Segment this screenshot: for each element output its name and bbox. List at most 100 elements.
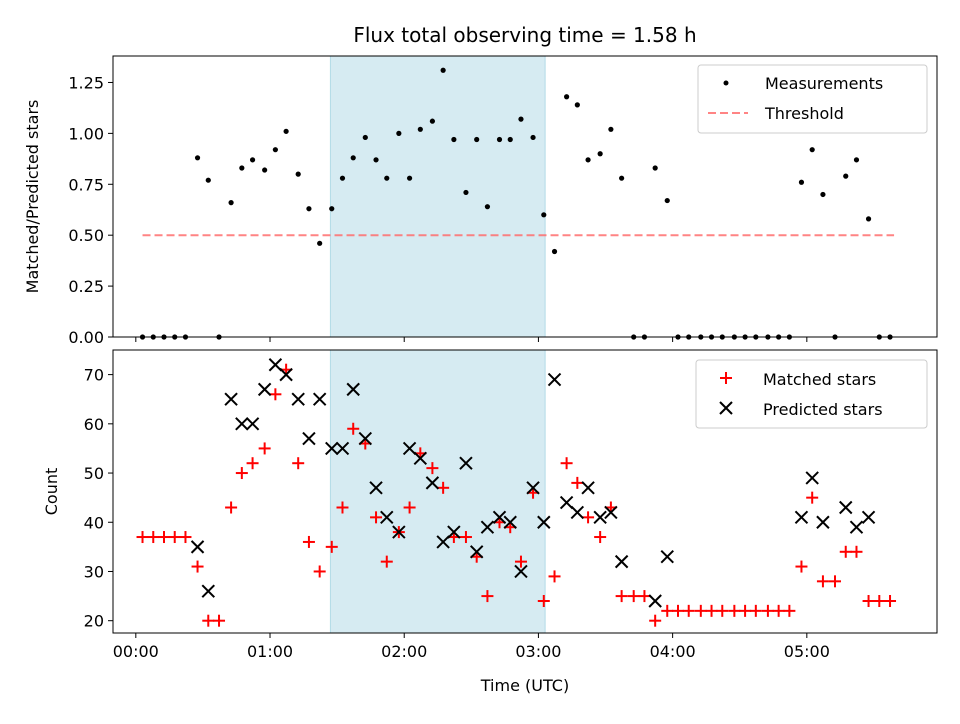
measurement-point — [574, 102, 580, 108]
matched-star-point — [426, 462, 439, 475]
measurement-point — [406, 175, 413, 181]
matched-star-point — [739, 604, 752, 617]
measurement-point — [373, 157, 379, 163]
measurement-point — [496, 136, 503, 143]
measurement-point — [798, 179, 805, 185]
measurement-point — [249, 157, 256, 163]
measurement-point — [597, 151, 603, 157]
predicted-star-point — [547, 372, 562, 387]
matched-star-point — [560, 457, 573, 470]
predicted-star-point — [425, 476, 440, 490]
predicted-star-point — [346, 382, 360, 397]
measurement-point — [820, 191, 826, 198]
bottom-xtick-label: 04:00 — [650, 642, 696, 661]
ratio-panel: 0.00 0.25 0.50 0.75 1.00 1.25 Matched/Predict… — [23, 55, 938, 347]
predicted-star-point — [459, 456, 473, 470]
matched-star-point — [873, 595, 886, 608]
measurement-point — [440, 67, 446, 73]
legend-measurements-label: Measurements — [765, 74, 883, 93]
predicted-star-point — [257, 382, 272, 397]
measurement-point — [518, 116, 524, 122]
predicted-star-point — [660, 550, 674, 564]
matched-star-point — [292, 457, 305, 470]
matched-star-point — [705, 604, 718, 617]
measurement-point — [451, 136, 457, 143]
matched-star-point — [816, 575, 829, 588]
legend-matched-label: Matched stars — [763, 370, 876, 389]
matched-star-point — [728, 604, 741, 617]
bottom-legend: Matched stars Predicted stars — [695, 359, 928, 429]
measurement-point — [396, 130, 402, 136]
measurement-point — [507, 136, 513, 143]
matched-star-point — [627, 590, 640, 603]
matched-star-point — [191, 560, 204, 573]
matched-star-point — [661, 604, 674, 617]
bottom-ytick-label: 70 — [84, 366, 104, 385]
measurement-point — [317, 240, 323, 246]
matched-star-point — [179, 531, 192, 544]
measurement-point — [809, 147, 815, 153]
measurement-point — [272, 147, 278, 153]
matched-star-point — [136, 531, 149, 544]
matched-star-point — [258, 442, 271, 455]
count-panel: 20 30 40 50 60 70 00:00 01:00 02:00 03:00 04:00 05… — [42, 349, 938, 695]
matched-star-point — [571, 476, 584, 489]
observing-window-shade-top — [329, 55, 546, 338]
measurement-point — [306, 206, 312, 212]
predicted-star-point — [358, 431, 373, 446]
measurement-point — [664, 197, 670, 204]
matched-star-point — [147, 531, 160, 544]
predicted-star-point — [380, 510, 394, 525]
predicted-star-point — [570, 505, 585, 520]
matched-star-point — [202, 614, 215, 627]
bottom-xtick-label: 03:00 — [515, 642, 561, 661]
matched-star-point — [649, 614, 662, 627]
predicted-star-point — [201, 584, 215, 598]
predicted-star-point — [402, 441, 417, 456]
matched-star-point — [850, 545, 863, 558]
measurement-point — [350, 155, 356, 161]
measurement-point — [429, 118, 436, 124]
predicted-star-point — [335, 441, 350, 456]
matched-star-point — [694, 604, 707, 617]
predicted-stars-points — [190, 358, 876, 608]
measurement-point — [564, 94, 570, 100]
predicted-star-point — [312, 392, 327, 406]
matched-star-point — [749, 604, 762, 617]
top-y-axis-label: Matched/Predicted stars — [23, 100, 42, 294]
top-axes-frame — [112, 55, 938, 338]
predicted-star-point — [302, 431, 316, 446]
measurement-point — [474, 136, 480, 143]
matched-star-point — [269, 388, 282, 401]
predicted-star-point — [392, 525, 406, 539]
matched-star-point — [772, 604, 785, 617]
chart-title: Flux total observing time = 1.58 h — [353, 23, 696, 47]
matched-stars-points — [136, 363, 897, 627]
measurement-point — [329, 206, 335, 212]
measurement-point — [585, 157, 591, 163]
measurement-point — [295, 171, 301, 177]
matched-star-point — [403, 501, 416, 514]
predicted-star-point — [526, 481, 540, 495]
measurement-point — [463, 189, 469, 196]
matched-star-point — [481, 590, 494, 603]
matched-star-point — [537, 595, 550, 608]
predicted-star-point — [559, 495, 574, 510]
matched-star-point — [615, 590, 628, 603]
measurement-point — [843, 173, 849, 179]
matched-star-point — [380, 555, 393, 568]
predicted-star-point — [224, 392, 238, 406]
predicted-star-point — [593, 510, 607, 525]
measurement-point — [362, 134, 368, 141]
matched-star-point — [213, 614, 226, 627]
predicted-star-point — [279, 367, 293, 382]
matched-star-point — [795, 560, 808, 573]
matched-star-point — [594, 531, 607, 544]
observing-window-shade-bottom — [329, 349, 546, 634]
measurement-point — [205, 177, 211, 183]
predicted-star-point — [235, 417, 249, 431]
x-axis-label: Time (UTC) — [480, 676, 569, 695]
predicted-star-point — [794, 510, 809, 525]
top-ytick-label: 0.50 — [68, 226, 104, 245]
